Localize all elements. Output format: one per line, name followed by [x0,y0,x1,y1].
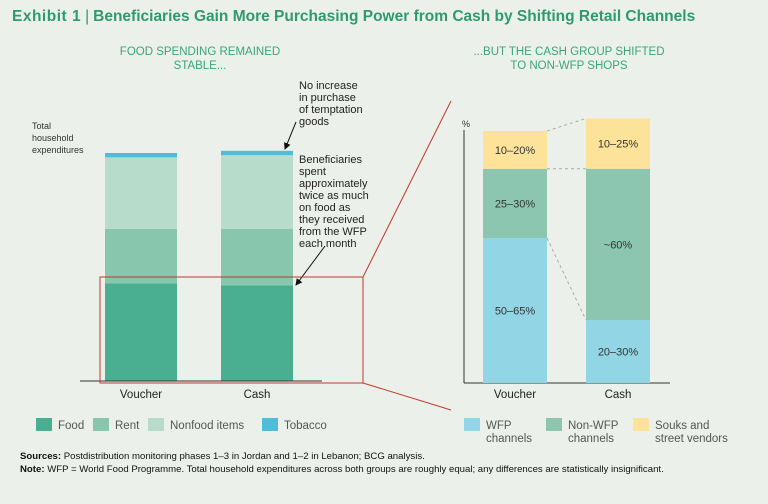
label-nonwfp-voucher: 25–30% [495,198,536,210]
bar-souks-cash [586,118,650,169]
exhibit-title: Exhibit 1 | Beneficiaries Gain More Purcha… [12,8,695,26]
annotation-top-line: of temptation [299,104,363,116]
right-connectors [546,117,587,321]
annotation-mid-line: on food as [299,202,351,214]
legend-swatch-souks [633,418,649,431]
right-xtick-voucher: Voucher [494,389,536,401]
annotation-mid-line: spent [299,166,326,178]
annotation-mid-line: Beneficiaries [299,154,362,166]
bar-rent-cash [221,229,293,286]
legend-label-nonwfp-line1: Non-WFP [568,420,619,432]
bar-wfp-voucher [483,238,547,383]
bar-nonwfp-voucher [483,168,547,239]
right-chart-bars: 50–65% 25–30% 10–20% 20–30% ~60% 10–25% [483,118,650,383]
bar-rent-voucher [105,229,177,284]
exhibit-label: Exhibit 1 [12,8,82,25]
left-axis-label-3: expenditures [32,145,84,155]
right-xtick-cash: Cash [605,389,632,401]
right-subtitle-line2: TO NON-WFP SHOPS [510,60,627,72]
label-souks-voucher: 10–20% [495,145,536,157]
legend-swatch-nonwfp [546,418,562,431]
bar-food-cash [221,285,293,381]
arrow-food-spending [295,245,326,286]
legend-swatch-nonfood [148,418,164,431]
bar-nonwfp-cash [586,168,650,320]
chart-canvas: FOOD SPENDING REMAINED STABLE... ...BUT … [32,46,728,445]
left-chart-bars [105,150,293,381]
annotation-mid-line: each month [299,238,356,250]
footer-notes: Sources: Postdistribution monitoring pha… [20,451,750,476]
arrow-no-increase [284,121,297,150]
bar-tobacco-cash [221,150,293,156]
legend-label-nonwfp-line2: channels [568,433,614,445]
label-wfp-cash: 20–30% [598,347,639,359]
sources-text: Postdistribution monitoring phases 1–3 i… [63,451,425,462]
sources-line: Sources: Postdistribution monitoring pha… [20,451,750,464]
legend-swatch-rent [93,418,109,431]
legend-swatch-tobacco [262,418,278,431]
legend-label-wfp-line2: channels [486,433,532,445]
connector-line [546,117,587,132]
note-text: WFP = World Food Programme. Total househ… [47,463,664,475]
left-xtick-voucher: Voucher [120,389,162,401]
connector-line [546,237,587,321]
legend-label-souks-line2: street vendors [655,433,728,445]
annotation-mid-line: twice as much [299,190,369,202]
annotation-top-line: in purchase [299,92,356,104]
legend-left: Food Rent Nonfood items Tobacco [36,418,327,432]
left-axis-label-1: Total [32,121,51,131]
annotation-top-line: No increase [299,80,358,92]
annotation-mid-line: approximately [299,178,368,190]
annotation-mid-line: from the WFP [299,226,367,238]
label-wfp-voucher: 50–65% [495,306,536,318]
legend-label-tobacco: Tobacco [284,420,327,432]
callout-line-top [362,100,452,278]
left-axis-label-2: household [32,133,74,143]
legend-label-rent: Rent [115,420,140,432]
left-x-ticks: Voucher Cash [120,389,271,401]
title-separator: | [85,8,90,25]
exhibit-title-text: Beneficiaries Gain More Purchasing Power… [93,8,696,25]
right-axis-label: % [462,119,470,129]
left-xtick-cash: Cash [244,389,271,401]
left-subtitle-line2: STABLE... [174,60,227,72]
label-nonwfp-cash: ~60% [604,239,633,251]
bar-wfp-cash [586,320,650,383]
sources-label: Sources: [20,451,62,462]
bar-nonfood-cash [221,155,293,229]
left-subtitle-line1: FOOD SPENDING REMAINED [120,46,280,58]
legend-label-nonfood: Nonfood items [170,420,244,432]
note-label: Note: [20,463,45,475]
right-subtitle-line1: ...BUT THE CASH GROUP SHIFTED [473,46,664,58]
legend-label-wfp-line1: WFP [486,420,512,432]
annotation-mid-line: they received [299,214,364,226]
note-line: Note: WFP = World Food Programme. Total … [20,464,750,477]
right-x-ticks: Voucher Cash [494,389,632,401]
bar-souks-voucher [483,131,547,169]
highlight-box [99,276,364,384]
legend-swatch-food [36,418,52,431]
legend-swatch-wfp [464,418,480,431]
bar-food-voucher [105,283,177,381]
annotation-top-line: goods [299,116,329,128]
bar-nonfood-voucher [105,157,177,229]
bar-tobacco-voucher [105,153,177,158]
legend-label-food: Food [58,420,84,432]
callout-line-bottom [362,382,452,411]
legend-label-souks-line1: Souks and [655,420,709,432]
label-souks-cash: 10–25% [598,139,639,151]
